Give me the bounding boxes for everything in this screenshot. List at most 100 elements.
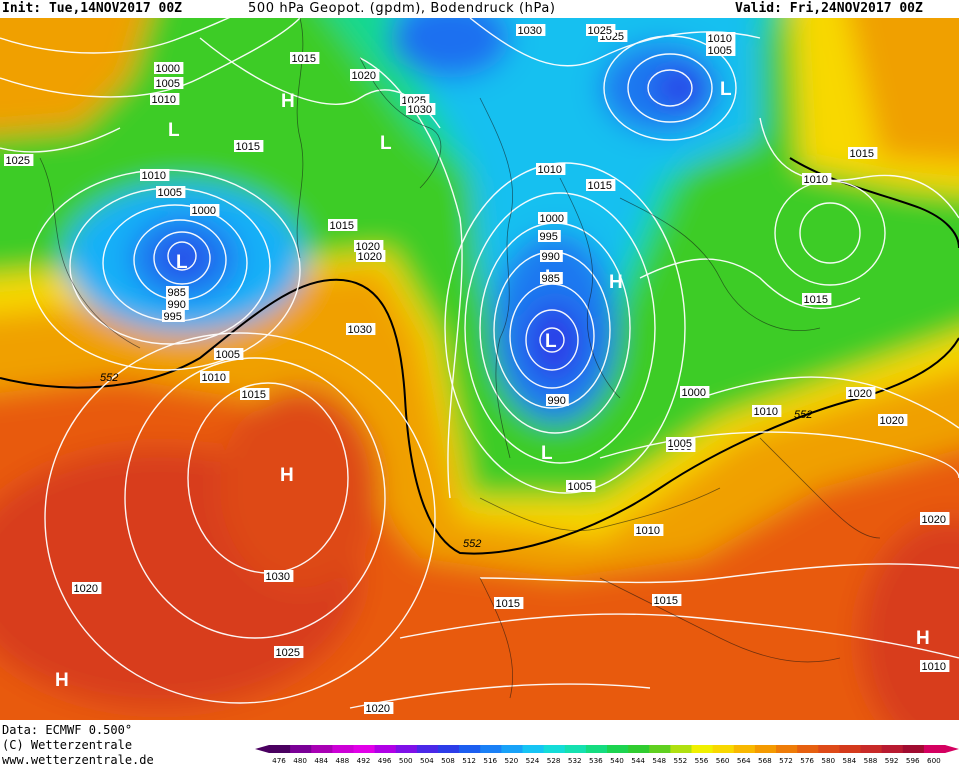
isobar-label-bg	[586, 179, 616, 191]
isobar-label-bg	[536, 163, 566, 175]
isobar-label-bg	[540, 250, 563, 262]
isobar-label: 1005	[154, 77, 184, 90]
colorbar-canvas: 476 480 484 488 492 496 500 504 508 512 516 520 524 5…	[255, 745, 959, 765]
isobar-label-bg	[802, 173, 832, 185]
isobar-label: 1005	[566, 480, 596, 493]
map-marker-high: H	[609, 272, 623, 293]
map-marker-low: L	[176, 252, 188, 273]
isobar-label-bg	[214, 348, 244, 360]
colorbar-swatch	[691, 745, 714, 753]
isobar-label-bg	[4, 154, 34, 166]
init-time-label: Init: Tue,14NOV2017 00Z	[2, 1, 183, 16]
isobar-value: 1015	[292, 53, 316, 65]
colorbar-swatch	[543, 745, 566, 753]
isobar-label: 1010	[634, 524, 664, 537]
isobar-label: 1010	[802, 173, 832, 186]
colorbar-swatch	[733, 745, 756, 753]
isobar-value: 1000	[682, 387, 706, 399]
colorbar-swatch	[902, 745, 925, 753]
colorbar-swatch	[860, 745, 883, 753]
colorbar-swatch	[522, 745, 545, 753]
colorbar-tick-label: 544	[631, 756, 645, 765]
isobar-label: 1005	[706, 44, 736, 57]
isobar-value: 1020	[352, 70, 376, 82]
isobar-value: 1025	[6, 155, 30, 167]
colorbar-tick-label: 500	[399, 756, 413, 765]
isobar-label: 1010	[706, 32, 736, 45]
colorbar-tick-label: 556	[695, 756, 709, 765]
colorbar-tick-label: 496	[378, 756, 392, 765]
isobar-value: 1030	[518, 25, 542, 37]
isobar-label-bg	[290, 52, 320, 64]
isobar-label-bg	[274, 646, 304, 658]
weather-map: H L L L L L L L H H H H 552 552 552 1000…	[0, 18, 959, 720]
isobar-label: 1000	[680, 386, 710, 399]
colorbar-tick-label: 576	[800, 756, 814, 765]
isobar-label-bg	[154, 62, 184, 74]
isobar-label: 1010	[150, 93, 180, 106]
colorbar-tick-label: 508	[441, 756, 455, 765]
isobar-value: 985	[542, 273, 560, 285]
isobar-label: 995	[162, 310, 185, 323]
website-label: www.wetterzentrale.de	[2, 753, 154, 767]
isobar-label-bg	[538, 230, 561, 242]
isobar-value: 1005	[708, 45, 732, 57]
data-source-label: Data: ECMWF 0.500°	[2, 723, 133, 737]
isobar-label-bg	[406, 103, 436, 115]
isobar-label-bg	[652, 594, 682, 606]
isobar-value: 1010	[804, 174, 828, 186]
isobar-label-bg	[234, 140, 264, 152]
isobar-value: 995	[540, 231, 558, 243]
colorbar-swatch	[564, 745, 587, 753]
isobar-label: 1010	[536, 163, 566, 176]
colorbar-swatch	[416, 745, 439, 753]
isobar-label-bg	[72, 582, 102, 594]
isobar-label-bg	[846, 387, 876, 399]
isobar-label-bg	[356, 250, 386, 262]
colorbar-swatch	[923, 745, 946, 753]
isobar-label-bg	[166, 286, 189, 298]
isobar-label-bg	[154, 77, 184, 89]
isobar-label: 1015	[802, 293, 832, 306]
colorbar-swatch	[881, 745, 904, 753]
gph-labels: 552 552 552	[100, 372, 812, 550]
colorbar-tick-label: 480	[293, 756, 307, 765]
isobar-value: 1025	[588, 25, 612, 37]
colorbar-tick-label: 540	[610, 756, 624, 765]
isobar-value: 1020	[358, 251, 382, 263]
isobar-label-bg	[752, 405, 782, 417]
map-marker-low: L	[380, 133, 392, 154]
isobar-label-bg	[494, 597, 524, 609]
isobar-label-bg	[166, 298, 189, 310]
colorbar-swatch	[818, 745, 840, 753]
valid-time-label: Valid: Fri,24NOV2017 00Z	[735, 1, 923, 16]
colorbar-tick-label: 524	[526, 756, 540, 765]
isobar-label-bg	[364, 702, 394, 714]
isobar-label: 990	[546, 394, 569, 407]
isobar-label: 990	[166, 298, 189, 311]
copyright-label: (C) Wetterzentrale	[2, 738, 133, 752]
isobar-value: 990	[548, 395, 566, 407]
isobar-value: 985	[168, 287, 186, 299]
isobar-label-bg	[346, 323, 376, 335]
isobar-value: 1010	[142, 170, 166, 182]
colorbar-swatch	[712, 745, 735, 753]
chart-title: 500 hPa Geopot. (gpdm), Bodendruck (hPa)	[248, 1, 556, 16]
colorbar-swatch	[269, 745, 291, 753]
isobar-label: 1025	[586, 24, 616, 37]
isobar-label: 1020	[356, 250, 386, 263]
map-header: Init: Tue,14NOV2017 00Z 500 hPa Geopot. …	[0, 0, 959, 18]
isobar-value: 1010	[708, 33, 732, 45]
colorbar-swatch	[754, 745, 777, 753]
colorbar-tick-label: 488	[336, 756, 350, 765]
isobar-label-bg	[566, 480, 596, 492]
colorbar-tick-label: 536	[589, 756, 603, 765]
geopotential-field	[0, 18, 959, 720]
isobar-value: 1010	[538, 164, 562, 176]
isobar-label: 1025	[274, 646, 304, 659]
colorbar-swatch	[290, 745, 312, 753]
isobar-value: 1005	[668, 438, 692, 450]
isobar-value: 1020	[922, 514, 946, 526]
isobar-value: 1030	[266, 571, 290, 583]
colorbar-tick-label: 596	[906, 756, 920, 765]
